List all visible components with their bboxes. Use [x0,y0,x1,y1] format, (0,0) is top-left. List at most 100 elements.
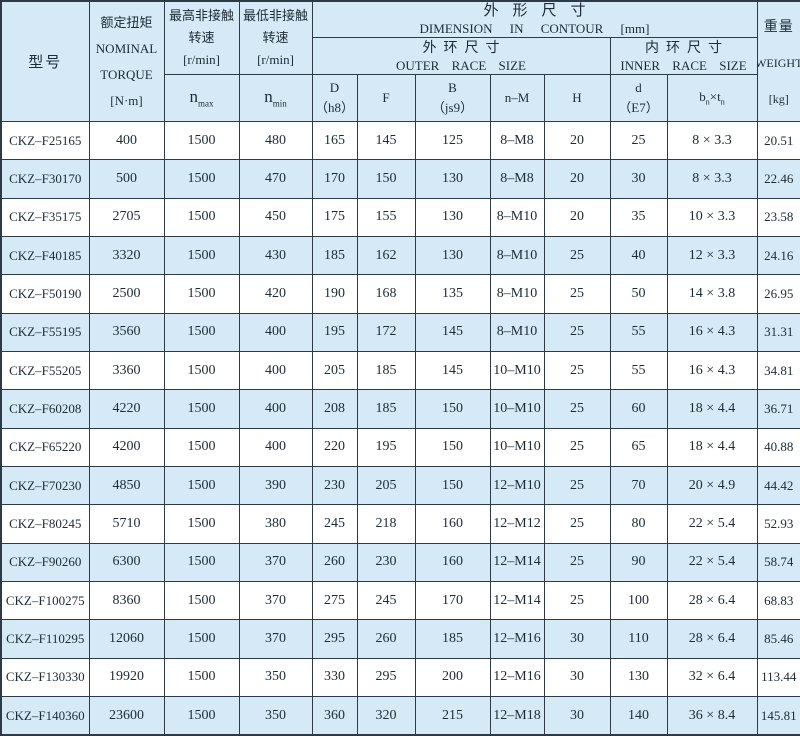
cell-B: 160 [414,542,491,583]
cell-weight: 23.58 [756,197,800,238]
cell-n-min: 380 [238,504,313,544]
cell-n-min: 420 [238,274,313,314]
cell-b-t: 36 × 8.4 [666,696,758,736]
cell-d: 50 [609,274,668,314]
cell-D: 220 [311,427,358,468]
table-header: 型号 额定扭矩 NOMINAL TORQUE [N·m] 最高非接触 转速 [r… [0,0,800,122]
cell-n-max: 1500 [163,427,240,468]
cell-d: 130 [609,657,668,698]
col-header-d: d （E7） [609,74,668,122]
cell-B: 125 [414,120,491,161]
cell-model: CKZ–F30170 [0,159,90,199]
cell-torque: 23600 [88,696,165,736]
col-header-nmin-symbol: nmin [238,74,313,122]
cell-F: 145 [356,120,416,161]
cell-torque: 8360 [88,581,165,621]
col-header-max-noncontact-speed: 最高非接触 转速 [r/min] [163,0,240,75]
cell-F: 218 [356,504,416,544]
cell-b-t: 10 × 3.3 [666,197,758,238]
table-row: CKZ–F70230 4850 1500 390 230 205 150 12–M10 25 70… [0,466,800,506]
cell-n-max: 1500 [163,159,240,199]
cell-n-max: 1500 [163,466,240,506]
inner-race-label-cn: 内环尺寸 [645,40,729,56]
cell-model: CKZ–F55205 [0,351,90,391]
cell-n-M: 12–M14 [489,581,545,621]
cell-n-min: 400 [238,427,313,468]
cell-F: 245 [356,581,416,621]
cell-H: 25 [543,542,611,583]
table-row: CKZ–F25165 400 1500 480 165 145 125 8–M8 20 25 8 ×… [0,120,800,161]
weight-label-en: WEIGHT [757,56,800,71]
cell-b-t: 28 × 6.4 [666,619,758,659]
cell-n-M: 8–M10 [489,236,545,276]
cell-B: 145 [414,312,491,353]
dimension-title-cn: 外形尺寸 [483,3,600,19]
cell-b-t: 20 × 4.9 [666,466,758,506]
col-header-D: D （h8） [311,74,358,122]
outer-race-label-en: OUTER RACE SIZE [396,57,526,73]
cell-model: CKZ–F35175 [0,197,90,238]
cell-n-M: 12–M18 [489,696,545,736]
cell-n-M: 8–M10 [489,274,545,314]
cell-torque: 2705 [88,197,165,238]
cell-model: CKZ–F65220 [0,427,90,468]
cell-F: 230 [356,542,416,583]
cell-d: 65 [609,427,668,468]
cell-torque: 2500 [88,274,165,314]
cell-B: 130 [414,197,491,238]
cell-b-t: 22 × 5.4 [666,542,758,583]
cell-torque: 4220 [88,389,165,429]
cell-model: CKZ–F40185 [0,236,90,276]
cell-d: 70 [609,466,668,506]
cell-D: 208 [311,389,358,429]
cell-D: 170 [311,159,358,199]
cell-weight: 40.88 [756,427,800,468]
cell-weight: 145.81 [756,696,800,736]
cell-H: 25 [543,274,611,314]
cell-b-t: 16 × 4.3 [666,312,758,353]
cell-F: 185 [356,389,416,429]
cell-B: 170 [414,581,491,621]
cell-model: CKZ–F100275 [0,581,90,621]
dimension-title-en: DIMENSION IN CONTOUR [mm] [419,21,650,36]
cell-B: 135 [414,274,491,314]
cell-weight: 31.31 [756,312,800,353]
cell-b-t: 8 × 3.3 [666,159,758,199]
cell-B: 185 [414,619,491,659]
cell-F: 260 [356,619,416,659]
cell-d: 90 [609,542,668,583]
cell-weight: 44.42 [756,466,800,506]
cell-n-M: 8–M10 [489,197,545,238]
cell-n-max: 1500 [163,312,240,353]
cell-F: 195 [356,427,416,468]
cell-d: 25 [609,120,668,161]
cell-torque: 3320 [88,236,165,276]
cell-F: 168 [356,274,416,314]
cell-n-max: 1500 [163,542,240,583]
cell-model: CKZ–F140360 [0,696,90,736]
col-header-dimension-in-contour: 外形尺寸 DIMENSION IN CONTOUR [mm] [311,0,758,38]
cell-model: CKZ–F90260 [0,542,90,583]
table-row: CKZ–F50190 2500 1500 420 190 168 135 8–M10 25 50 1… [0,274,800,314]
cell-B: 130 [414,159,491,199]
cell-torque: 6300 [88,542,165,583]
weight-label-cn: 重量 [763,19,794,35]
cell-H: 20 [543,197,611,238]
table-row: CKZ–F90260 6300 1500 370 260 230 160 12–M14 25 90… [0,542,800,583]
cell-weight: 34.81 [756,351,800,391]
cell-d: 35 [609,197,668,238]
cell-model: CKZ–F80245 [0,504,90,544]
cell-model: CKZ–F60208 [0,389,90,429]
cell-n-min: 430 [238,236,313,276]
cell-d: 55 [609,351,668,391]
cell-torque: 400 [88,120,165,161]
cell-torque: 4850 [88,466,165,506]
cell-n-M: 12–M16 [489,619,545,659]
weight-unit: [kg] [768,92,789,107]
cell-D: 175 [311,197,358,238]
cell-n-M: 12–M10 [489,466,545,506]
inner-race-label-en: INNER RACE SIZE [620,57,747,73]
table-row: CKZ–F110295 12060 1500 370 295 260 185 12–M16 30… [0,619,800,659]
table-row: CKZ–F35175 2705 1500 450 175 155 130 8–M10 20 35 1… [0,197,800,238]
